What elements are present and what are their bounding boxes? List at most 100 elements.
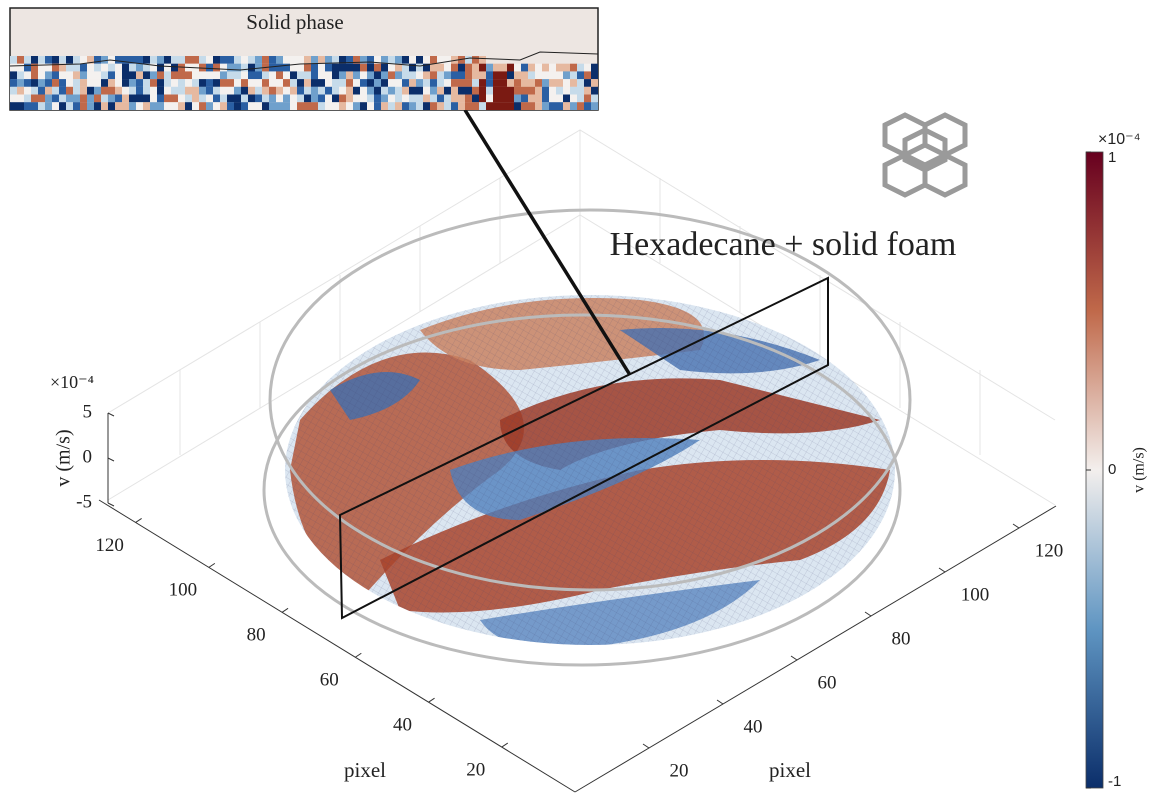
inset-pixel <box>486 71 493 79</box>
inset-pixel <box>367 87 374 95</box>
inset-pixel <box>171 79 178 87</box>
inset-pixel <box>381 64 388 72</box>
inset-pixel <box>458 71 465 79</box>
inset-pixel <box>542 95 549 103</box>
inset-pixel <box>388 64 395 72</box>
inset-pixel <box>276 102 283 110</box>
inset-pixel <box>227 95 234 103</box>
inset-pixel <box>108 71 115 79</box>
inset-pixel <box>465 102 472 110</box>
y-tick-label: 100 <box>961 584 990 605</box>
inset-pixel <box>304 95 311 103</box>
inset-pixel <box>556 102 563 110</box>
inset-pixel <box>129 71 136 79</box>
inset-pixel <box>24 102 31 110</box>
inset-pixel <box>500 102 507 110</box>
inset-pixel <box>584 64 591 72</box>
inset-pixel <box>143 79 150 87</box>
inset-pixel <box>276 79 283 87</box>
inset-pixel <box>479 71 486 79</box>
inset-pixel <box>430 79 437 87</box>
inset-pixel <box>101 102 108 110</box>
inset-pixel <box>318 95 325 103</box>
inset-pixel <box>248 71 255 79</box>
inset-pixel <box>24 64 31 72</box>
inset-pixel <box>584 102 591 110</box>
inset-pixel <box>171 95 178 103</box>
inset-pixel <box>241 79 248 87</box>
inset-pixel <box>108 87 115 95</box>
inset-pixel <box>346 71 353 79</box>
z-tick-label: -5 <box>76 491 92 512</box>
inset-pixel <box>367 79 374 87</box>
inset-pixel <box>17 102 24 110</box>
inset-pixel <box>367 64 374 72</box>
z-exponent: ×10⁻⁴ <box>50 372 94 392</box>
x-tick-label: 100 <box>169 580 198 601</box>
inset-pixel <box>73 79 80 87</box>
inset-pixel <box>416 71 423 79</box>
inset-pixel <box>269 95 276 103</box>
inset-pixel <box>199 56 206 64</box>
inset-pixel <box>556 71 563 79</box>
inset-pixel <box>185 95 192 103</box>
inset-pixel <box>94 95 101 103</box>
inset-pixel <box>101 79 108 87</box>
inset-pixel <box>31 102 38 110</box>
inset-pixel <box>591 64 598 72</box>
y-tick-label: 60 <box>818 672 837 693</box>
inset-pixel <box>94 64 101 72</box>
inset-pixel <box>444 87 451 95</box>
inset-pixel <box>479 64 486 72</box>
inset-pixel <box>465 56 472 64</box>
inset-pixel <box>262 102 269 110</box>
inset-pixel <box>423 95 430 103</box>
inset-pixel <box>430 64 437 72</box>
colorbar-tick-label: 0 <box>1108 461 1116 478</box>
inset-pixel <box>220 56 227 64</box>
inset-pixel <box>458 64 465 72</box>
inset-pixel <box>423 87 430 95</box>
inset-pixel <box>255 95 262 103</box>
inset-pixel <box>332 79 339 87</box>
inset-pixel <box>479 102 486 110</box>
inset-pixel <box>220 87 227 95</box>
inset-pixel <box>248 87 255 95</box>
inset-pixel <box>164 71 171 79</box>
inset-pixel <box>465 64 472 72</box>
y-tick <box>939 568 945 572</box>
inset-pixel <box>178 79 185 87</box>
inset-pixel <box>444 95 451 103</box>
inset-pixel <box>73 64 80 72</box>
inset-pixel <box>521 102 528 110</box>
inset-pixel <box>549 71 556 79</box>
inset-pixel <box>409 56 416 64</box>
inset-pixel <box>444 71 451 79</box>
inset-pixel <box>87 71 94 79</box>
inset-pixel <box>430 71 437 79</box>
inset-pixel <box>227 71 234 79</box>
inset-pixel <box>500 71 507 79</box>
inset-pixel <box>73 71 80 79</box>
inset-pixel <box>227 79 234 87</box>
inset-pixel <box>136 95 143 103</box>
inset-pixel <box>115 56 122 64</box>
inset-pixel <box>87 79 94 87</box>
inset-pixel <box>311 56 318 64</box>
inset-pixel <box>528 71 535 79</box>
inset-pixel <box>164 64 171 72</box>
inset-pixel <box>10 56 17 64</box>
inset-pixel <box>227 87 234 95</box>
inset-pixel <box>500 64 507 72</box>
inset-pixel <box>227 102 234 110</box>
inset-pixel <box>304 102 311 110</box>
y-tick <box>717 700 723 704</box>
inset-pixel <box>150 95 157 103</box>
inset-pixel <box>80 95 87 103</box>
inset-pixel <box>171 56 178 64</box>
inset-pixel <box>234 56 241 64</box>
inset-pixel <box>122 79 129 87</box>
inset-pixel <box>178 87 185 95</box>
inset-pixel <box>535 79 542 87</box>
inset-pixel <box>227 56 234 64</box>
